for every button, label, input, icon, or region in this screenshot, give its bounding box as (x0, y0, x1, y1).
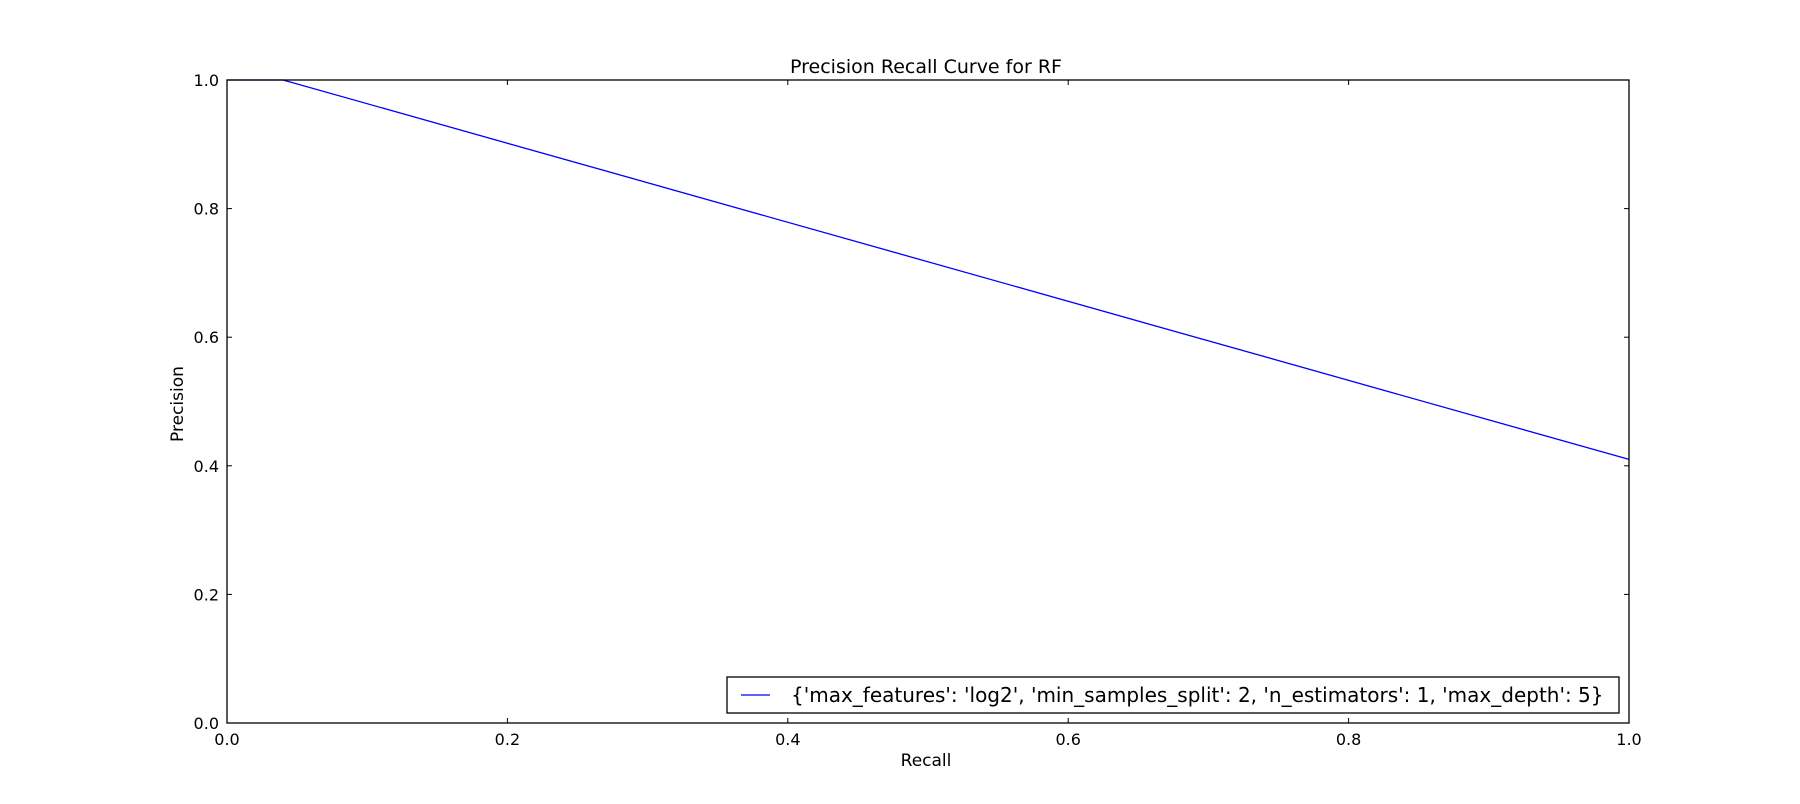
x-tick-label-2: 0.4 (775, 730, 800, 749)
x-tick-label-5: 1.0 (1616, 730, 1641, 749)
x-axis-label: Recall (901, 751, 952, 771)
y-tick-label-1: 0.2 (194, 585, 219, 604)
x-tick-label-0: 0.0 (214, 730, 239, 749)
chart-title: Precision Recall Curve for RF (790, 56, 1062, 78)
plot-area-frame (226, 79, 1630, 724)
y-tick-label-2: 0.4 (194, 457, 219, 476)
ticks-layer: 0.0 0.2 0.4 0.6 0.8 1.0 0.0 0.2 0.4 0.6 0.8 1.0 (194, 71, 1642, 749)
legend: {'max_features': 'log2', 'min_samples_sp… (726, 676, 1620, 714)
legend-box (726, 676, 1620, 714)
y-tick-label-4: 0.8 (194, 200, 219, 219)
y-axis-label: Precision (168, 366, 188, 442)
y-tick-label-0: 0.0 (194, 714, 219, 733)
y-tick-label-3: 0.6 (194, 328, 219, 347)
y-tick-label-5: 1.0 (194, 71, 219, 90)
x-tick-label-3: 0.6 (1055, 730, 1080, 749)
legend-label: {'max_features': 'log2', 'min_samples_sp… (791, 683, 1604, 707)
x-tick-label-4: 0.8 (1336, 730, 1361, 749)
x-tick-label-1: 0.2 (495, 730, 520, 749)
